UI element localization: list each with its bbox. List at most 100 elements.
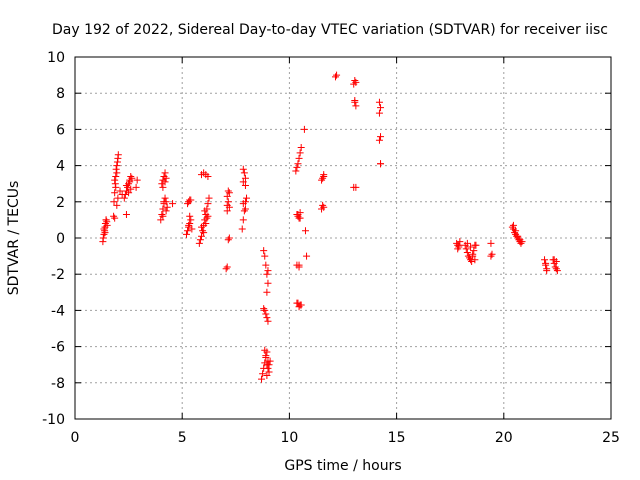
data-point [110, 212, 118, 220]
data-point [263, 270, 271, 278]
data-point [351, 96, 359, 104]
data-point [202, 220, 210, 228]
data-point [509, 221, 517, 229]
data-point [205, 194, 213, 202]
data-point [263, 372, 271, 380]
data-point [223, 207, 231, 215]
data-point [551, 263, 559, 271]
data-point [243, 194, 251, 202]
data-point [112, 183, 120, 191]
data-point [293, 299, 301, 307]
data-point [112, 165, 120, 173]
data-point [159, 205, 167, 213]
data-point [112, 172, 120, 180]
data-point [516, 236, 524, 244]
y-tick-label: 6 [56, 122, 65, 138]
data-point [320, 171, 328, 179]
data-points [99, 71, 561, 383]
data-point [126, 178, 134, 186]
data-point [517, 239, 525, 247]
data-point [351, 77, 359, 85]
data-point [103, 221, 111, 229]
data-point [239, 165, 247, 173]
data-point [468, 258, 476, 266]
data-point [465, 254, 473, 262]
y-tick-label: 8 [56, 86, 65, 102]
data-point [262, 310, 270, 318]
data-point [122, 210, 130, 218]
data-point [101, 220, 109, 228]
data-point [100, 225, 108, 233]
data-point [102, 216, 110, 224]
data-point [258, 375, 266, 383]
data-point [542, 259, 550, 267]
data-point [377, 104, 385, 112]
data-point [241, 205, 249, 213]
data-point [101, 229, 109, 237]
data-point [182, 230, 190, 238]
data-point [113, 162, 121, 170]
data-point [225, 189, 233, 197]
data-point [184, 200, 192, 208]
y-tick-label: 10 [47, 50, 65, 66]
data-point [352, 183, 360, 191]
data-point [455, 241, 463, 249]
data-point [195, 239, 203, 247]
data-point [301, 227, 309, 235]
y-tick-label: 2 [56, 195, 65, 211]
data-point [265, 368, 273, 376]
data-point [111, 214, 119, 222]
data-point [552, 265, 560, 273]
data-point [187, 196, 195, 204]
data-point [222, 265, 230, 273]
data-point [514, 232, 522, 240]
data-point [238, 225, 246, 233]
data-point [159, 183, 167, 191]
data-point [162, 207, 170, 215]
data-point [319, 201, 327, 209]
data-point [162, 174, 170, 182]
data-point [241, 182, 249, 190]
data-point [114, 151, 122, 159]
data-point [239, 178, 247, 186]
data-point [262, 352, 270, 360]
data-point [462, 245, 470, 253]
data-point [161, 178, 169, 186]
data-point [157, 216, 165, 224]
data-point [111, 189, 119, 197]
data-point [132, 183, 140, 191]
data-point [320, 203, 328, 211]
data-point [203, 214, 211, 222]
data-point [470, 247, 478, 255]
data-point [124, 183, 132, 191]
y-tick-label: -2 [51, 267, 65, 283]
data-point [456, 238, 464, 246]
data-point [199, 227, 207, 235]
data-point [223, 192, 231, 200]
data-point [264, 267, 272, 275]
data-point [296, 214, 304, 222]
data-point [375, 109, 383, 117]
data-point [463, 248, 471, 256]
data-point [265, 361, 273, 369]
data-point [224, 198, 232, 206]
data-point [161, 194, 169, 202]
data-point [185, 221, 193, 229]
data-point [553, 267, 561, 275]
data-point [239, 216, 247, 224]
data-point [263, 314, 271, 322]
y-tick-label: 0 [56, 231, 65, 247]
data-point [240, 169, 248, 177]
data-point [375, 98, 383, 106]
data-point [196, 236, 204, 244]
data-point [318, 176, 326, 184]
data-point [260, 247, 268, 255]
data-point [295, 154, 303, 162]
data-point [297, 144, 305, 151]
data-point [487, 252, 495, 260]
axis-ticks: 0 5 10 15 20 25 -10 -8 -6 -4 -2 0 2 4 6 8 10 [42, 50, 620, 446]
x-axis-label: GPS time / hours [284, 458, 401, 474]
data-point [454, 245, 462, 253]
data-point [259, 370, 267, 378]
